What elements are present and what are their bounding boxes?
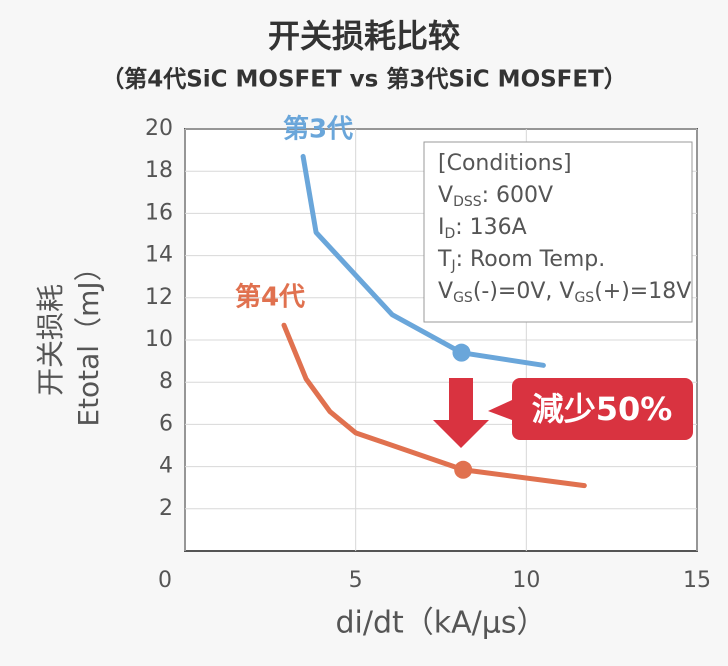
y-tick-label: 10 [145, 327, 173, 352]
condition-line: [Conditions] [438, 151, 572, 176]
y-axis-title-line: Etotal（mJ） [72, 253, 105, 426]
condition-text: : 600V [482, 183, 553, 208]
x-tick-label: 10 [512, 568, 540, 593]
y-tick-label: 16 [145, 200, 173, 225]
reduction-callout: 減少50% [433, 378, 693, 448]
condition-line: ID: 136A [438, 215, 527, 242]
series-line [300, 153, 546, 368]
condition-text: (-)=0V, V [473, 279, 575, 304]
condition-text: V [438, 183, 453, 208]
condition-text: : 136A [455, 215, 526, 240]
down-arrow [433, 378, 489, 448]
condition-subscript: D [445, 226, 456, 242]
y-tick-label: 20 [145, 116, 173, 141]
callout-pointer [488, 400, 512, 420]
condition-text: : Room Temp. [456, 247, 606, 272]
condition-line: VGS(-)=0V, VGS(+)=18V [438, 279, 691, 306]
y-axis-title: 开关损耗 Etotal（mJ） [34, 253, 105, 426]
series-label: 第3代 [283, 114, 353, 145]
x-tick-label: 0 [158, 568, 172, 593]
y-tick-label: 14 [145, 243, 173, 268]
y-tick-label: 2 [159, 496, 173, 521]
y-tick-label: 4 [159, 454, 173, 479]
y-axis-title-line: 开关损耗 [34, 284, 67, 396]
callout-box [512, 378, 693, 440]
condition-subscript: GS [453, 290, 473, 306]
x-axis-title: di/dt（kA/μs） [335, 606, 546, 641]
condition-subscript: GS [574, 290, 594, 306]
y-tick-label: 12 [145, 285, 173, 310]
x-tick-label: 15 [683, 568, 711, 593]
y-tick-label: 18 [145, 158, 173, 183]
chart-subtitle: （第4代SiC MOSFET vs 第3代SiC MOSFET） [101, 66, 627, 93]
condition-line: VDSS: 600V [438, 183, 553, 210]
condition-text: T [437, 247, 452, 272]
conditions-frame [423, 141, 693, 323]
series-line [281, 322, 587, 489]
condition-subscript: DSS [453, 194, 482, 210]
condition-subscript: J [450, 258, 455, 274]
y-tick-label: 6 [159, 411, 173, 436]
highlight-marker [454, 460, 473, 479]
condition-text: (+)=18V [594, 279, 691, 304]
condition-text: I [438, 215, 445, 240]
callout-text: 減少50% [532, 390, 673, 428]
chart-title: 开关损耗比较 [268, 17, 460, 55]
condition-line: TJ: Room Temp. [437, 247, 605, 274]
series-label: 第4代 [235, 282, 305, 313]
highlight-marker [452, 343, 471, 362]
condition-text: [Conditions] [438, 151, 572, 176]
y-tick-label: 8 [159, 369, 173, 394]
condition-text: V [438, 279, 453, 304]
x-tick-label: 5 [349, 568, 363, 593]
